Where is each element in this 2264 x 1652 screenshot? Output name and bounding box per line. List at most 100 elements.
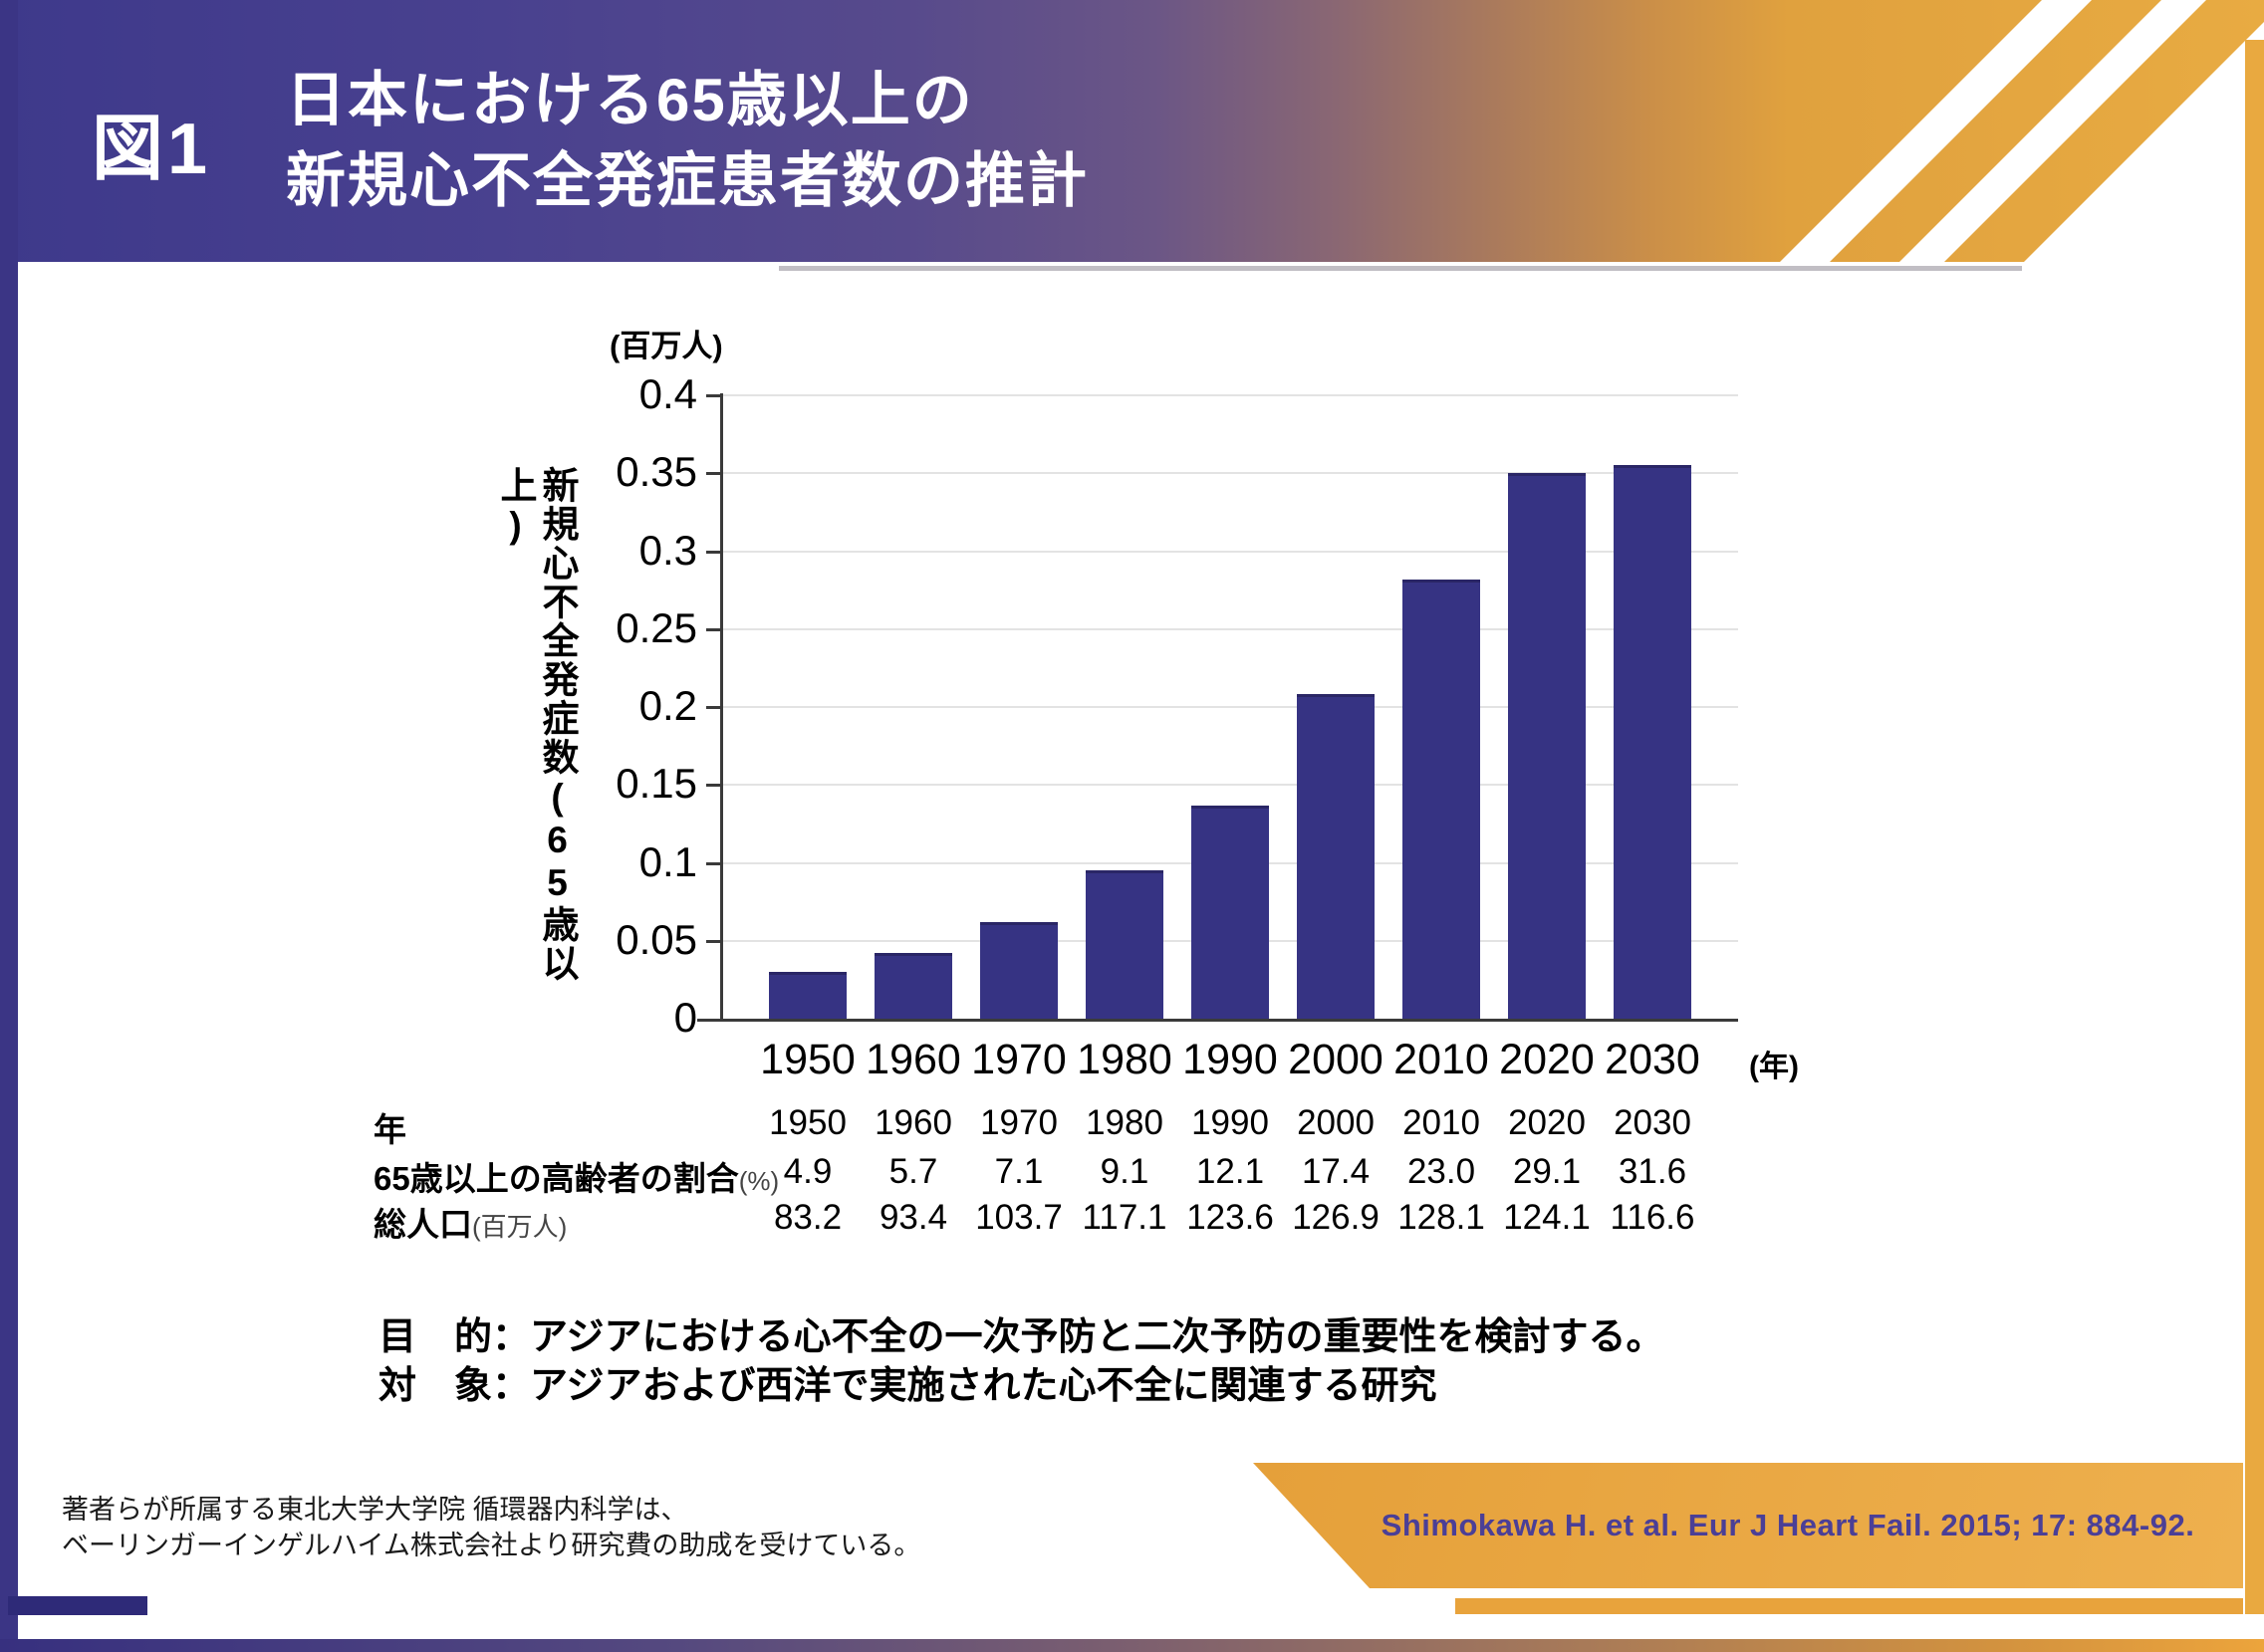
y-tick-label: 0.1 [638, 837, 697, 885]
y-tick-label: 0.25 [616, 603, 697, 651]
table-row-label: 総人口(百万人) [374, 1198, 567, 1246]
y-tick-label: 0.2 [638, 682, 697, 729]
y-tick-mark [706, 706, 720, 709]
title-line-1: 日本における65歳以上の [286, 67, 974, 133]
table-row-label-text: 総人口 [374, 1206, 472, 1243]
y-axis-line [720, 393, 723, 1022]
bar-1950 [769, 972, 847, 1019]
table-row-label-text: 65歳以上の高齢者の割合 [374, 1160, 739, 1197]
table-cell: 31.6 [1618, 1152, 1687, 1191]
table-row-label-text: 年 [374, 1111, 406, 1148]
table-cell: 126.9 [1292, 1198, 1380, 1237]
bar-1980 [1086, 870, 1163, 1019]
title-line-2: 新規心不全発症患者数の推計 [286, 147, 1089, 214]
table-cell: 2010 [1402, 1103, 1480, 1142]
table-cell: 117.1 [1082, 1198, 1167, 1237]
x-axis-unit-label: (年) [1749, 1051, 1799, 1083]
table-cell: 123.6 [1186, 1198, 1274, 1237]
table-cell: 83.2 [773, 1198, 843, 1237]
y-tick-mark [706, 939, 720, 943]
x-tick-label: 1980 [1077, 1036, 1172, 1083]
x-tick-label: 2030 [1605, 1036, 1700, 1083]
bar-2010 [1402, 580, 1480, 1019]
diagonal-stripe-white-1 [1773, 0, 2092, 269]
citation-banner: Shimokawa H. et al. Eur J Heart Fail. 20… [1253, 1463, 2243, 1588]
subject-line: 対 象：アジアおよび西洋で実施された心不全に関連する研究 [378, 1365, 1437, 1407]
gridline [720, 706, 1738, 708]
table-cell: 1990 [1191, 1103, 1269, 1142]
x-tick-label: 1960 [866, 1036, 961, 1083]
y-tick-label: 0.15 [616, 760, 697, 808]
citation-text: Shimokawa H. et al. Eur J Heart Fail. 20… [1381, 1508, 2195, 1542]
table-cell: 12.1 [1195, 1152, 1265, 1191]
table-cell: 9.1 [1100, 1152, 1149, 1191]
table-cell: 103.7 [975, 1198, 1063, 1237]
x-tick-label: 2020 [1499, 1036, 1595, 1083]
table-cell: 128.1 [1397, 1198, 1485, 1237]
table-cell: 1970 [980, 1103, 1058, 1142]
diagonal-stripe-white-2 [1892, 0, 2206, 269]
gridline [720, 784, 1738, 787]
y-tick-mark [706, 394, 720, 397]
x-tick-label: 1950 [760, 1036, 856, 1083]
corner-white-wedge [2017, 22, 2264, 269]
footnote-line-2: ベーリンガーインゲルハイム株式会社より研究費の助成を受けている。 [62, 1531, 921, 1560]
x-tick-label: 2000 [1288, 1036, 1384, 1083]
figure-badge: 図1 [92, 110, 212, 189]
header-banner: 図1 日本における65歳以上の 新規心不全発症患者数の推計 [0, 0, 2264, 269]
objective-line: 目 的：アジアにおける心不全の一次予防と二次予防の重要性を検討する。 [378, 1316, 1664, 1358]
table-cell: 2000 [1297, 1103, 1375, 1142]
table-row-label-suffix: (百万人) [472, 1212, 568, 1242]
y-tick-label: 0 [673, 994, 697, 1041]
y-tick-label: 0.4 [638, 370, 697, 417]
y-tick-label: 0.35 [616, 448, 697, 496]
bar-2030 [1614, 465, 1691, 1019]
table-cell: 1960 [875, 1103, 952, 1142]
x-tick-label: 1970 [971, 1036, 1067, 1083]
y-axis-unit-label: (百万人) [610, 329, 723, 363]
bottom-left-accent-bar [8, 1596, 147, 1615]
table-cell: 23.0 [1406, 1152, 1476, 1191]
y-tick-mark [706, 784, 720, 788]
y-tick-mark [706, 472, 720, 476]
gridline [720, 627, 1738, 630]
right-edge-accent [2245, 40, 2264, 1614]
x-axis-line [697, 1019, 1738, 1022]
gridline [720, 550, 1738, 553]
table-row-label: 65歳以上の高齢者の割合(%) [374, 1152, 779, 1200]
table-row-label: 年 [374, 1103, 406, 1151]
y-tick-label: 0.3 [638, 526, 697, 574]
bar-2020 [1508, 473, 1586, 1019]
table-cell: 5.7 [888, 1152, 938, 1191]
bottom-right-accent-bar [1455, 1598, 2243, 1614]
y-tick-label: 0.05 [616, 915, 697, 963]
table-cell: 2020 [1508, 1103, 1586, 1142]
table-cell: 2030 [1614, 1103, 1691, 1142]
x-tick-label: 2010 [1393, 1036, 1489, 1083]
y-axis-title: 新規心不全発症数(65歳以上) [495, 466, 578, 983]
y-tick-mark [706, 627, 720, 631]
bar-1960 [875, 953, 952, 1019]
table-cell: 124.1 [1503, 1198, 1591, 1237]
header-shadow [779, 266, 2022, 271]
bottom-gradient-bar [0, 1639, 2264, 1652]
table-cell: 1950 [769, 1103, 847, 1142]
table-cell: 116.6 [1610, 1198, 1695, 1237]
table-cell: 17.4 [1301, 1152, 1371, 1191]
table-cell: 7.1 [994, 1152, 1044, 1191]
bar-1970 [980, 922, 1058, 1019]
gridline [720, 472, 1738, 475]
table-cell: 29.1 [1512, 1152, 1582, 1191]
y-tick-mark [706, 550, 720, 554]
table-cell: 4.9 [783, 1152, 833, 1191]
footnote-line-1: 著者らが所属する東北大学大学院 循環器内科学は、 [62, 1495, 688, 1525]
table-cell: 1980 [1086, 1103, 1163, 1142]
bar-2000 [1297, 694, 1375, 1019]
left-border-accent [0, 0, 18, 1652]
x-tick-label: 1990 [1182, 1036, 1278, 1083]
gridline [720, 394, 1738, 396]
table-row-label-suffix: (%) [738, 1166, 780, 1196]
bar-1990 [1191, 806, 1269, 1019]
y-tick-mark [706, 861, 720, 865]
